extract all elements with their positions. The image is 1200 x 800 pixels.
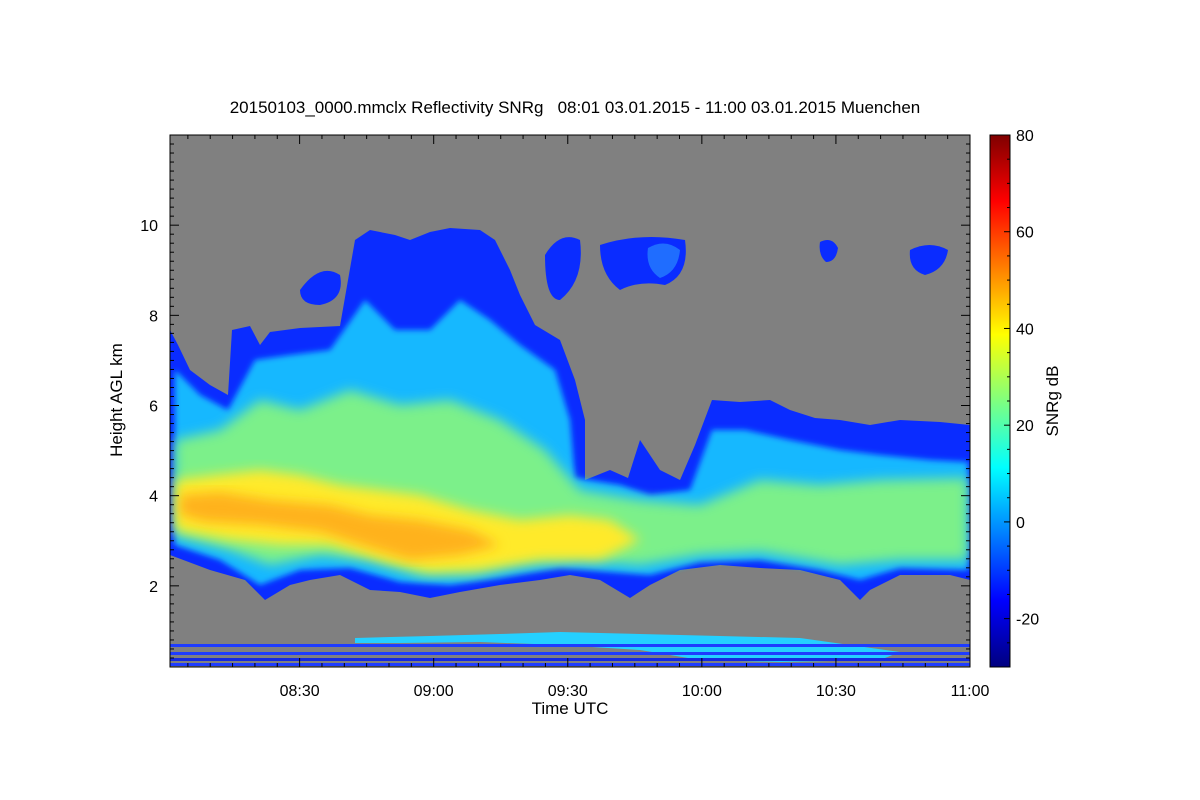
y-tick-label: 2 [149,579,158,596]
chart-title: 20150103_0000.mmclx Reflectivity SNRg 08… [229,98,921,117]
cirrus-blob-4 [647,243,680,278]
cloud-orange-core [180,492,500,560]
x-axis-title: Time UTC [532,699,609,718]
colorbar-tick-label: 40 [1016,321,1034,338]
y-axis: 2 4 6 8 10 [140,134,970,668]
y-tick-label: 8 [149,308,158,325]
low-stripe-4 [170,663,970,666]
x-axis: 08:30 09:00 09:30 10:00 10:30 11:00 [187,135,990,700]
y-axis-title: Height AGL km [107,343,126,457]
cirrus-blob-6 [909,245,948,275]
x-tick-label: 09:00 [414,683,454,700]
x-tick-label: 11:00 [951,683,990,700]
cirrus-blob-1 [300,270,341,305]
colorbar-title: SNRg dB [1043,366,1062,437]
x-tick-label: 09:30 [548,683,588,700]
colorbar-tick-label: 80 [1016,128,1034,145]
x-tick-label: 08:30 [280,683,320,700]
x-tick-label: 10:00 [682,683,722,700]
y-tick-label: 10 [140,218,158,235]
colorbar-axis: -20 0 20 40 60 80 [1004,128,1039,668]
cloud-layers [170,228,970,666]
low-stripe-1 [170,644,970,647]
colorbar-tick-label: 20 [1016,418,1034,435]
cirrus-blob-2 [545,237,581,300]
colorbar-tick-label: 60 [1016,225,1034,242]
y-tick-label: 6 [149,399,158,416]
colorbar-tick-label: 0 [1016,515,1025,532]
y-tick-label: 4 [149,489,158,506]
low-stripe-2 [170,652,970,655]
plot-frame [169,134,971,668]
x-tick-label: 10:30 [816,683,856,700]
low-stripe-3 [170,658,970,661]
cirrus-blob-5 [819,240,838,262]
colorbar-tick-label: -20 [1016,612,1039,629]
